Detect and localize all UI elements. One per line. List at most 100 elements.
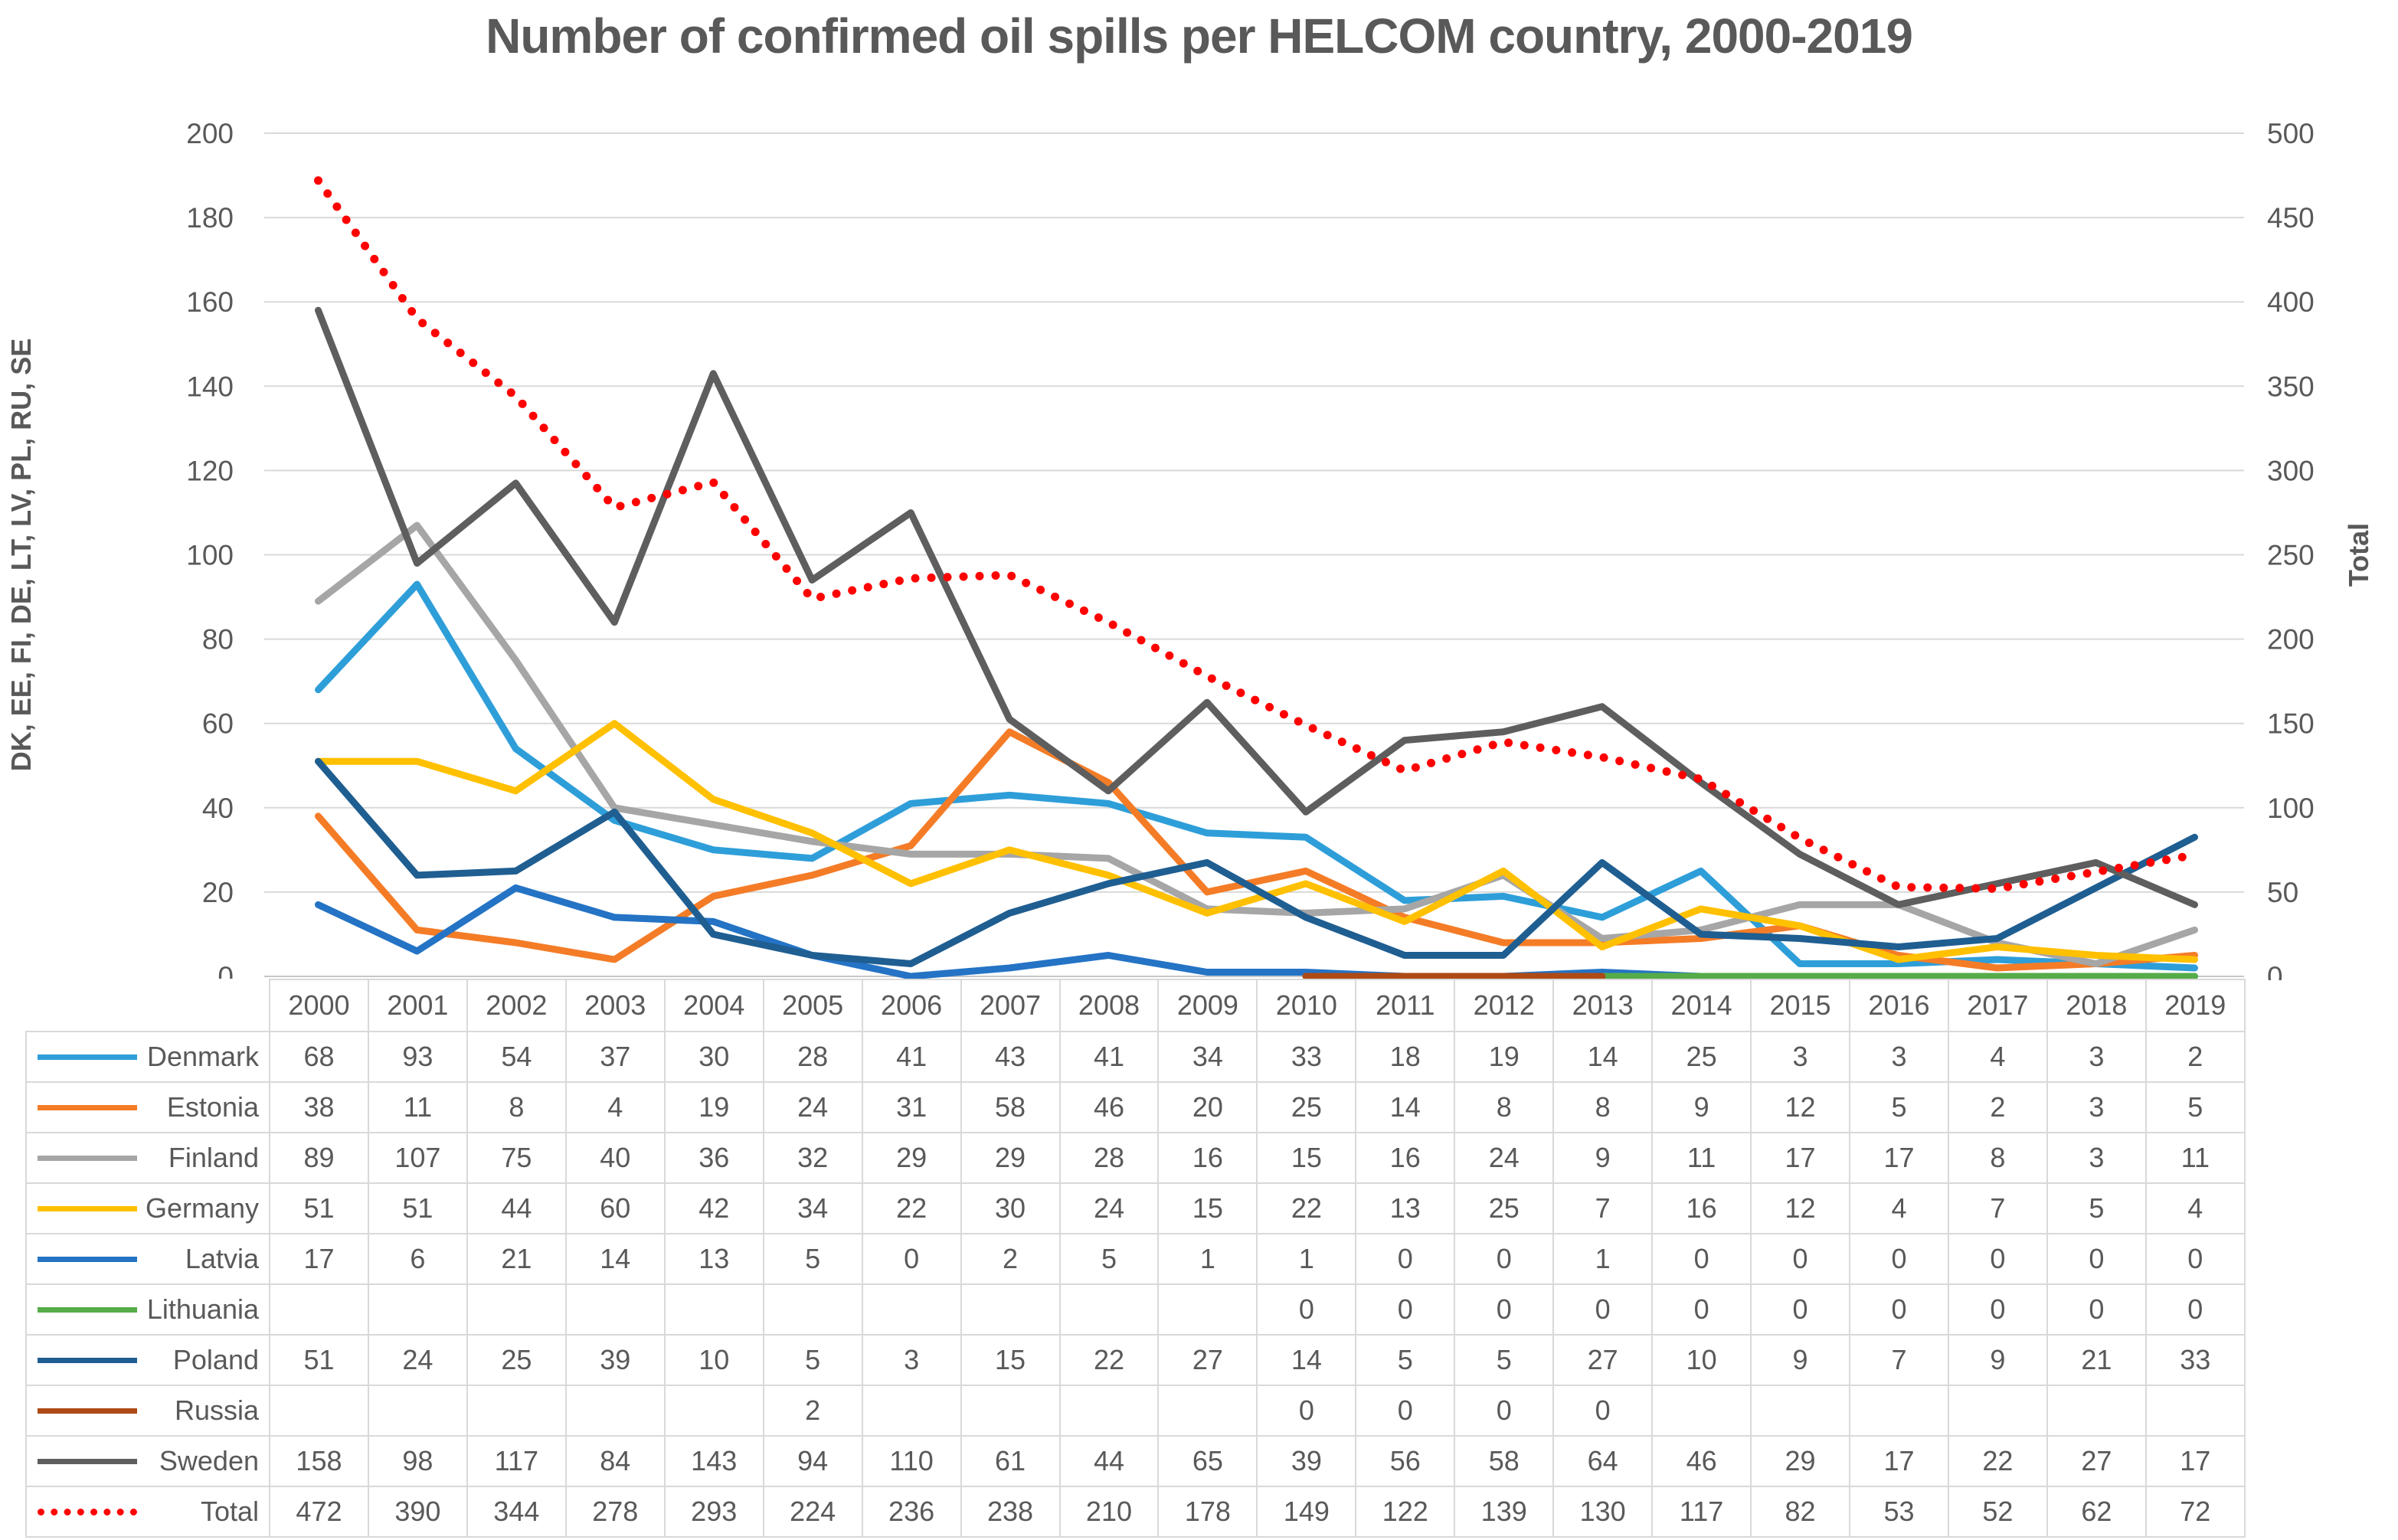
legend-cell-germany: Germany — [25, 1182, 270, 1234]
legend-cell-sweden: Sweden — [25, 1435, 270, 1487]
cell-finland-2007: 29 — [960, 1132, 1061, 1184]
cell-sweden-2018: 27 — [2046, 1435, 2147, 1487]
cell-russia-2018 — [2046, 1385, 2147, 1437]
cell-denmark-2007: 43 — [960, 1031, 1061, 1083]
cell-total-2019: 72 — [2144, 1486, 2246, 1538]
cell-germany-2017: 7 — [1947, 1182, 2048, 1234]
cell-latvia-2002: 21 — [466, 1233, 567, 1285]
legend-cell-poland: Poland — [25, 1334, 270, 1386]
legend-label-sweden: Sweden — [159, 1445, 259, 1476]
cell-germany-2004: 42 — [663, 1182, 764, 1234]
cell-sweden-2008: 44 — [1058, 1435, 1160, 1487]
year-header-2002: 2002 — [466, 979, 567, 1032]
legend-swatch-sweden-line-icon — [38, 1458, 137, 1464]
cell-estonia-2014: 9 — [1651, 1081, 1752, 1133]
cell-lithuania-2004 — [663, 1283, 764, 1336]
cell-estonia-2001: 11 — [367, 1081, 468, 1133]
cell-russia-2012: 0 — [1454, 1385, 1555, 1437]
cell-latvia-2016: 0 — [1849, 1233, 1949, 1285]
cell-total-2018: 62 — [2046, 1486, 2147, 1538]
right-axis-tick-100: 100 — [2267, 793, 2315, 824]
cell-finland-2019: 11 — [2144, 1132, 2246, 1184]
table-row-russia: Russia 2 0 0 0 0 — [25, 1385, 2246, 1437]
legend-label-denmark: Denmark — [146, 1041, 259, 1072]
cell-finland-2003: 40 — [564, 1132, 666, 1184]
cell-denmark-2005: 28 — [762, 1031, 863, 1083]
cell-lithuania-2009 — [1157, 1283, 1258, 1336]
left-axis-tick-160: 160 — [186, 286, 234, 318]
cell-total-2010: 149 — [1256, 1486, 1357, 1538]
cell-denmark-2006: 41 — [861, 1031, 962, 1083]
cell-russia-2016 — [1849, 1385, 1949, 1437]
table-row-sweden: Sweden 158 98 117 84 143 94 110 61 44 65 39 56 58 64 46… — [25, 1435, 2246, 1487]
legend-cell-lithuania: Lithuania — [25, 1283, 270, 1336]
year-header-2019: 2019 — [2144, 979, 2246, 1032]
table-row-denmark: Denmark 68 93 54 37 30 28 41 43 41 34 33 18 19 14 25 3 3 4… — [25, 1031, 2246, 1083]
cell-latvia-2014: 0 — [1651, 1233, 1752, 1285]
legend-label-latvia: Latvia — [185, 1243, 259, 1274]
cell-finland-2001: 107 — [367, 1132, 468, 1184]
chart-title: Number of confirmed oil spills per HELCO… — [486, 8, 1913, 64]
cell-finland-2012: 24 — [1454, 1132, 1555, 1184]
table-row-estonia: Estonia 38 11 8 4 19 24 31 58 46 20 25 14 8 8 9 12 5 2 3 5 — [25, 1081, 2246, 1133]
cell-estonia-2004: 19 — [663, 1081, 764, 1133]
year-header-2011: 2011 — [1355, 979, 1456, 1032]
cell-lithuania-2007 — [960, 1283, 1061, 1336]
cell-estonia-2008: 46 — [1058, 1081, 1160, 1133]
legend-cell-total: Total — [25, 1486, 270, 1538]
cell-lithuania-2008 — [1058, 1283, 1160, 1336]
cell-germany-2005: 34 — [762, 1182, 863, 1234]
table-row-poland: Poland 51 24 25 39 10 5 3 15 22 27 14 5 5 27 10 9 7 9 21 33 — [25, 1334, 2246, 1386]
axis-titles: DK, EE, FI, DE, LT, LV, PL, RU, SE Total — [5, 338, 2374, 771]
cell-finland-2010: 15 — [1256, 1132, 1357, 1184]
cell-estonia-2012: 8 — [1454, 1081, 1555, 1133]
cell-poland-2013: 27 — [1552, 1334, 1654, 1386]
legend-label-germany: Germany — [145, 1192, 259, 1224]
cell-finland-2000: 89 — [269, 1132, 369, 1184]
cell-total-2007: 238 — [960, 1486, 1061, 1538]
table-row-lithuania: Lithuania 0 0 0 0 0 0 0 0 0 0 — [25, 1283, 2246, 1336]
legend-swatch-poland-line-icon — [38, 1357, 137, 1363]
cell-sweden-2019: 17 — [2144, 1435, 2246, 1487]
cell-finland-2002: 75 — [466, 1132, 567, 1184]
cell-lithuania-2013: 0 — [1552, 1283, 1654, 1336]
cell-lithuania-2011: 0 — [1355, 1283, 1456, 1336]
cell-total-2011: 122 — [1355, 1486, 1456, 1538]
cell-estonia-2019: 5 — [2144, 1081, 2246, 1133]
cell-total-2003: 278 — [564, 1486, 666, 1538]
cell-estonia-2016: 5 — [1849, 1081, 1949, 1133]
left-axis-tick-60: 60 — [202, 708, 234, 740]
year-header-2005: 2005 — [762, 979, 863, 1032]
legend-label-russia: Russia — [174, 1395, 259, 1426]
cell-sweden-2004: 143 — [663, 1435, 764, 1487]
cell-russia-2014 — [1651, 1385, 1752, 1437]
cell-estonia-2018: 3 — [2046, 1081, 2147, 1133]
left-axis-tick-80: 80 — [202, 624, 234, 656]
series-line-estonia — [315, 728, 2198, 972]
year-header-2013: 2013 — [1552, 979, 1654, 1032]
cell-sweden-2015: 29 — [1750, 1435, 1850, 1487]
cell-sweden-2012: 58 — [1454, 1435, 1555, 1487]
cell-total-2016: 53 — [1849, 1486, 1949, 1538]
left-axis-tick-0: 0 — [218, 961, 234, 980]
cell-russia-2015 — [1750, 1385, 1850, 1437]
cell-estonia-2010: 25 — [1256, 1081, 1357, 1133]
cell-poland-2000: 51 — [269, 1334, 369, 1386]
legend-cell-estonia: Estonia — [25, 1081, 270, 1133]
legend-cell-finland: Finland — [25, 1132, 270, 1184]
table-row-germany: Germany 51 51 44 60 42 34 22 30 24 15 22 13 25 7 16 12 4 7… — [25, 1182, 2246, 1234]
cell-denmark-2002: 54 — [466, 1031, 567, 1083]
cell-germany-2010: 22 — [1256, 1182, 1357, 1234]
year-header-2008: 2008 — [1058, 979, 1160, 1032]
cell-finland-2013: 9 — [1552, 1132, 1654, 1184]
left-axis-tick-40: 40 — [202, 793, 234, 824]
legend-label-poland: Poland — [172, 1344, 259, 1375]
legend-cell-latvia: Latvia — [25, 1233, 270, 1285]
cell-finland-2014: 11 — [1651, 1132, 1752, 1184]
cell-lithuania-2018: 0 — [2046, 1283, 2147, 1336]
cell-germany-2003: 60 — [564, 1182, 666, 1234]
cell-sweden-2000: 158 — [269, 1435, 369, 1487]
cell-denmark-2003: 37 — [564, 1031, 666, 1083]
cell-latvia-2017: 0 — [1947, 1233, 2048, 1285]
right-axis-tick-450: 450 — [2267, 202, 2315, 234]
